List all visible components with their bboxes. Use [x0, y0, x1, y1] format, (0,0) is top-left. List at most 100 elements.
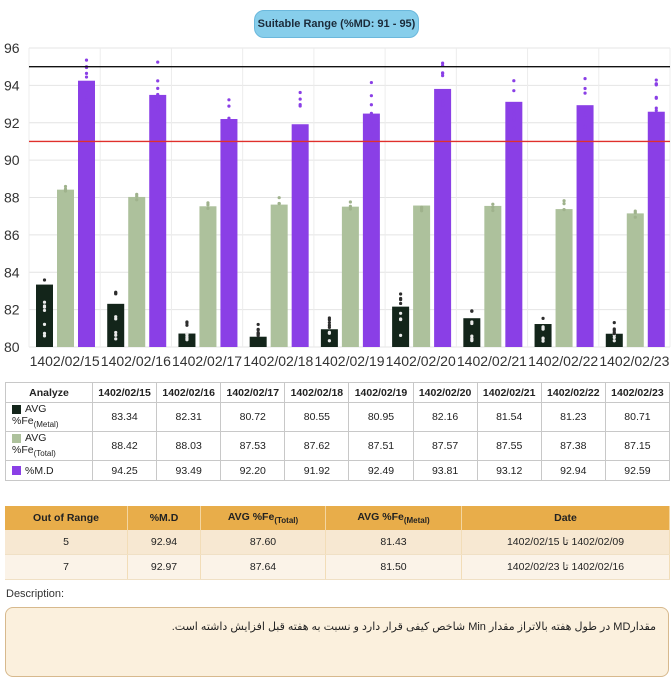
oor-row: 5 92.94 87.60 81.43 1402/02/09 تا 1402/0… — [5, 530, 670, 555]
bar[interactable] — [463, 318, 481, 347]
y-tick-label: 92 — [4, 115, 20, 131]
sample-dot — [369, 111, 373, 115]
bar[interactable] — [341, 206, 359, 347]
sample-dot — [42, 300, 47, 304]
sample-dot — [612, 328, 616, 332]
stats-header-date: 1402/02/15 — [91, 382, 158, 403]
sample-dot — [185, 334, 189, 338]
sample-dot — [512, 79, 516, 83]
sample-dot — [470, 309, 474, 313]
oor-header-date: Date — [461, 506, 670, 530]
bar[interactable] — [220, 119, 238, 347]
stats-cell: 82.31 — [156, 402, 222, 432]
sample-dot — [512, 89, 516, 93]
sample-dot — [185, 321, 189, 325]
sample-dot — [135, 198, 139, 202]
stats-cell: 87.15 — [604, 431, 671, 461]
bar[interactable] — [107, 303, 125, 347]
bar[interactable] — [249, 336, 267, 347]
sample-dot — [327, 318, 331, 322]
sample-dot — [583, 77, 587, 81]
stats-table: Analyze 1402/02/15 1402/02/16 1402/02/17 14… — [5, 382, 671, 481]
bar[interactable] — [362, 113, 380, 347]
legend-swatch — [12, 404, 21, 414]
bar[interactable] — [647, 111, 665, 348]
legend-swatch — [12, 433, 21, 443]
bar[interactable] — [484, 205, 502, 347]
sample-dot — [256, 328, 260, 332]
sample-dot — [491, 202, 495, 206]
sample-dot — [206, 201, 210, 205]
stats-row-label-sub: (Total) — [33, 449, 56, 458]
bar[interactable] — [534, 324, 552, 347]
bar[interactable] — [199, 206, 217, 347]
sample-dot — [42, 308, 47, 313]
stats-cell: 88.03 — [156, 431, 222, 461]
oor-header-fe-metal-text: AVG %Fe — [357, 511, 404, 523]
oor-header-fe-total-text: AVG %Fe — [227, 511, 275, 523]
sample-dot — [348, 204, 352, 208]
stats-header-date: 1402/02/21 — [476, 382, 542, 403]
stats-cell: 92.49 — [348, 460, 414, 481]
bar[interactable] — [392, 306, 410, 347]
stats-row-label-text2: %Fe — [12, 444, 34, 456]
x-tick-label: 1402/02/17 — [172, 353, 242, 369]
bar[interactable] — [36, 284, 53, 347]
sample-dot — [42, 331, 47, 335]
sample-dot — [327, 325, 331, 330]
bar[interactable] — [505, 101, 523, 347]
sample-dot — [583, 91, 587, 95]
bar[interactable] — [555, 209, 573, 347]
bar[interactable] — [128, 196, 146, 347]
sample-dot — [470, 321, 474, 326]
out-of-range-header-row: Out of Range %M.D AVG %Fe(Total) AVG %Fe… — [5, 506, 670, 530]
sample-dot — [441, 74, 445, 78]
sample-dot — [583, 113, 587, 117]
sample-dot — [369, 94, 373, 98]
sample-dot — [512, 126, 516, 130]
sample-dot — [369, 137, 373, 141]
bar[interactable] — [576, 105, 594, 347]
sample-dot — [227, 119, 231, 123]
bar[interactable] — [149, 94, 167, 347]
sample-dot — [298, 90, 302, 95]
sample-dot — [227, 98, 231, 102]
stats-header-date: 1402/02/19 — [348, 382, 414, 403]
bar[interactable] — [270, 204, 288, 347]
sample-dot — [583, 125, 587, 129]
stats-cell: 93.12 — [476, 460, 542, 481]
bar[interactable] — [320, 329, 338, 347]
oor-date: 1402/02/16 تا 1402/02/23 — [461, 554, 670, 580]
sample-dot — [654, 95, 658, 99]
y-tick-label: 94 — [4, 77, 20, 93]
oor-fe-total: 87.60 — [200, 530, 326, 555]
sample-dot — [42, 278, 47, 282]
bar[interactable] — [291, 124, 309, 348]
stats-row-label-text: AVG — [25, 403, 47, 415]
stats-row: AVG %Fe(Total) 88.42 88.03 87.53 87.62 87.51 87… — [5, 431, 671, 461]
sample-dot — [135, 192, 139, 196]
sample-dot — [156, 79, 160, 83]
sample-dot — [63, 184, 68, 189]
sample-dot — [583, 86, 587, 91]
sample-dot — [399, 292, 403, 296]
sample-dot — [156, 60, 160, 64]
bar[interactable] — [78, 80, 95, 347]
stats-cell: 93.81 — [412, 460, 478, 481]
sample-dot — [84, 71, 89, 75]
oor-count: 7 — [5, 554, 128, 580]
stats-header-date: 1402/02/17 — [220, 382, 286, 403]
bar[interactable] — [57, 189, 74, 347]
bar[interactable] — [626, 213, 644, 347]
sample-dot — [369, 122, 373, 126]
x-tick-label: 1402/02/23 — [599, 353, 669, 369]
stats-header-row: Analyze 1402/02/15 1402/02/16 1402/02/17 14… — [5, 382, 671, 403]
sample-dot — [512, 108, 516, 112]
sample-dot — [84, 91, 89, 95]
sample-dot — [114, 330, 118, 335]
sample-dot — [156, 92, 160, 97]
bar[interactable] — [434, 88, 452, 347]
sample-dot — [114, 337, 118, 341]
bar[interactable] — [413, 205, 431, 347]
